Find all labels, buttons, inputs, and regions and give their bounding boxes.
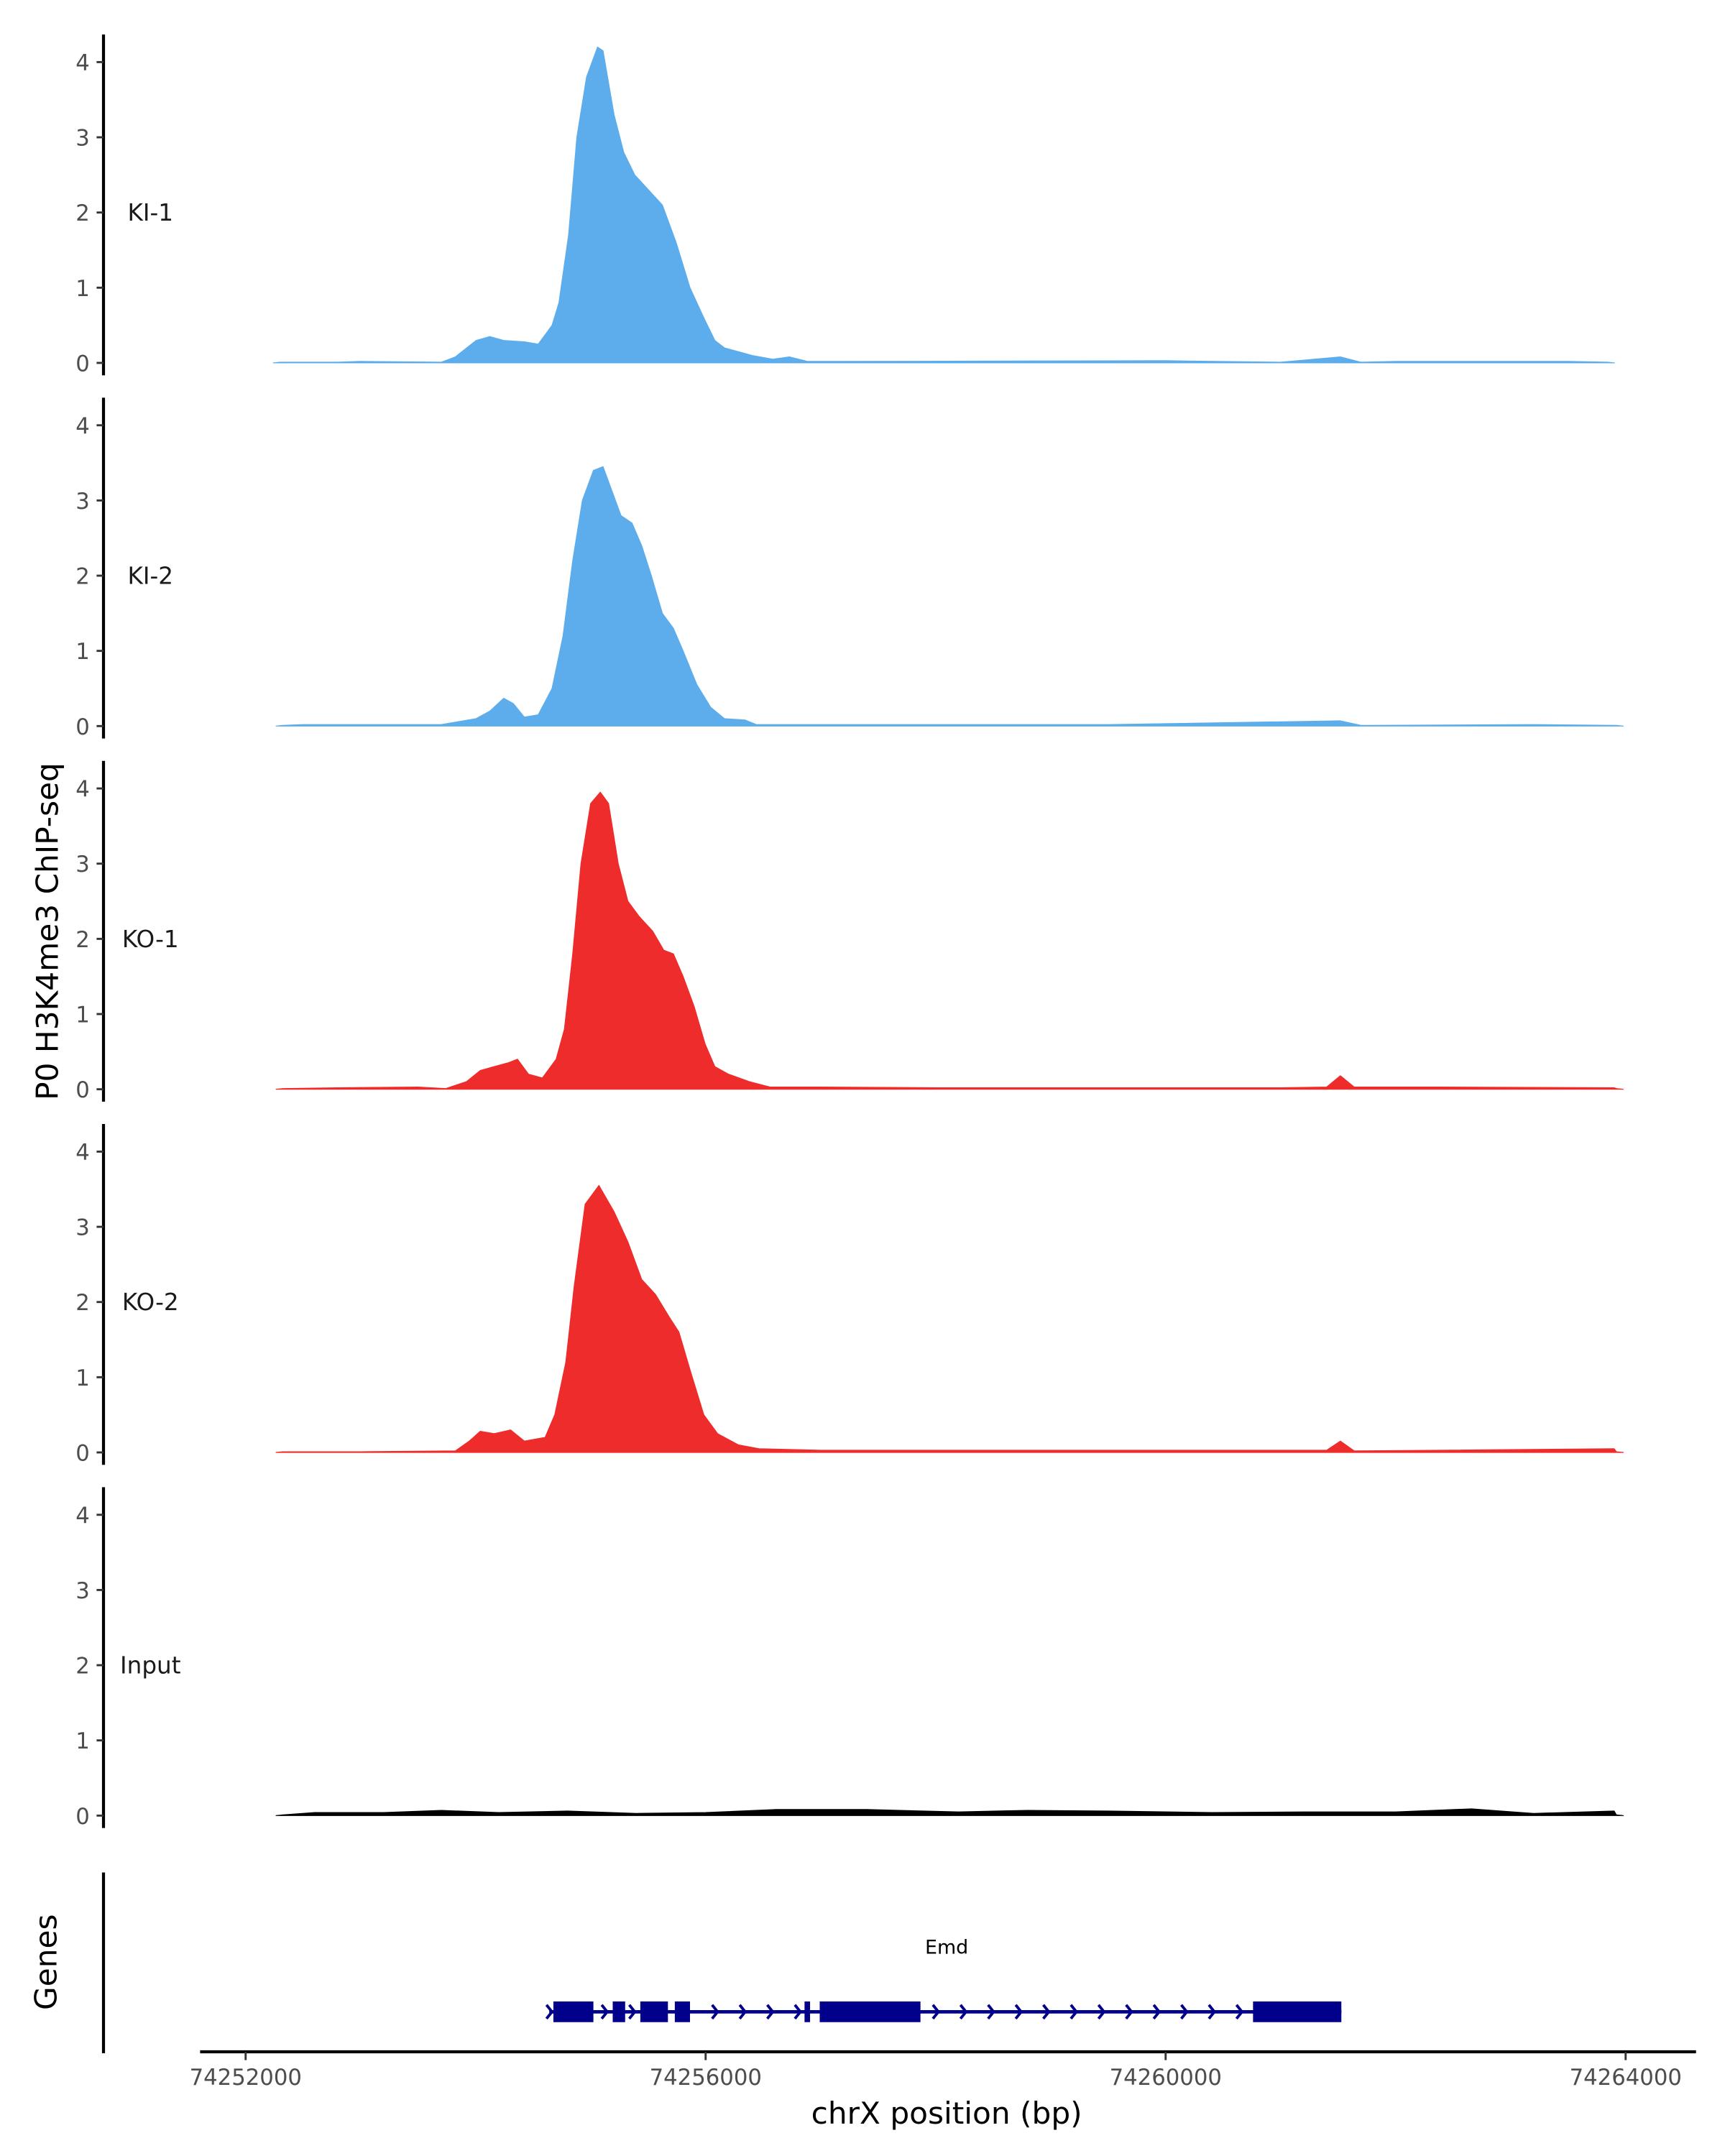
track-input: 0 1 2 3 4 Input	[75, 1487, 1624, 1830]
strand-arrow-icon	[738, 2004, 748, 2020]
gene-exon	[612, 2001, 625, 2022]
strand-arrow-icon	[628, 2004, 637, 2020]
y-tick-label: 4	[75, 1140, 90, 1166]
gene-exon	[819, 2001, 921, 2022]
y-tick-label: 1	[75, 1003, 90, 1028]
strand-arrow-icon	[959, 2004, 968, 2020]
coverage-area	[275, 1808, 1624, 1816]
track-ki-2: 0 1 2 3 4 KI-2	[75, 397, 1624, 740]
y-tick-label: 0	[75, 351, 90, 377]
y-tick-label: 4	[75, 777, 90, 803]
y-tick-label: 2	[75, 1290, 90, 1316]
x-tick-label: 74264000	[1570, 2065, 1682, 2091]
strand-arrow-icon	[1125, 2004, 1133, 2020]
y-tick-label: 1	[75, 1365, 90, 1391]
strand-arrow-icon	[1014, 2004, 1024, 2020]
y-tick-label: 2	[75, 201, 90, 226]
y-tick-label: 3	[75, 489, 90, 515]
strand-arrow-icon	[1208, 2004, 1217, 2020]
strand-arrow-icon	[932, 2004, 941, 2020]
y-tick-label: 0	[75, 1441, 90, 1467]
strand-arrow-icon	[987, 2004, 995, 2020]
track-label: KI-2	[128, 563, 174, 590]
y-tick-label: 2	[75, 564, 90, 590]
y-tick-label: 1	[75, 639, 90, 665]
y-tick-label: 1	[75, 276, 90, 302]
strand-arrow-icon	[1070, 2004, 1079, 2020]
track-label: KO-2	[122, 1289, 179, 1316]
strand-arrow-icon	[545, 2004, 554, 2020]
gene-emd: Emd	[545, 1937, 1342, 2022]
y-tick-label: 3	[75, 1578, 90, 1604]
y-tick-label: 2	[75, 1654, 90, 1680]
x-tick-label: 74256000	[650, 2065, 762, 2091]
strand-arrow-icon	[1097, 2004, 1106, 2020]
y-tick-label: 0	[75, 1077, 90, 1103]
track-label: KO-1	[122, 926, 179, 953]
y-tick-label: 2	[75, 927, 90, 953]
strand-arrow-icon	[1180, 2004, 1189, 2020]
gene-label: Emd	[925, 1937, 968, 1959]
y-tick-label: 4	[75, 1503, 90, 1529]
y-tick-label: 4	[75, 50, 90, 76]
x-tick-label: 74252000	[190, 2065, 302, 2091]
y-tick-label: 3	[75, 126, 90, 152]
genes-axis-title: Genes	[29, 1915, 64, 2010]
track-label: Input	[120, 1652, 181, 1680]
track-ko-1: 0 1 2 3 4 KO-1	[75, 760, 1624, 1103]
y-tick-label: 0	[75, 1804, 90, 1830]
x-tick-label: 74260000	[1110, 2065, 1222, 2091]
gene-exon	[804, 2001, 811, 2022]
strand-arrow-icon	[794, 2004, 803, 2020]
strand-arrow-icon	[711, 2004, 719, 2020]
strand-arrow-icon	[1042, 2004, 1051, 2020]
coverage-area	[275, 791, 1624, 1090]
y-axis-title: P0 H3K4me3 ChIP-seq	[30, 763, 65, 1100]
strand-arrow-icon	[1235, 2004, 1244, 2020]
y-tick-label: 3	[75, 852, 90, 877]
strand-arrow-icon	[600, 2004, 610, 2020]
gene-exon	[1253, 2001, 1342, 2022]
gene-exon	[640, 2001, 668, 2022]
gene-exon	[674, 2001, 690, 2022]
gene-exon	[553, 2001, 594, 2022]
track-ki-1: 0 1 2 3 4 KI-1	[75, 34, 1615, 377]
strand-arrow-icon	[766, 2004, 775, 2020]
y-tick-label: 3	[75, 1215, 90, 1241]
track-label: KI-1	[128, 199, 174, 226]
track-ko-2: 0 1 2 3 4 KO-2	[75, 1124, 1624, 1467]
coverage-area	[272, 46, 1615, 364]
y-tick-label: 0	[75, 714, 90, 740]
y-tick-label: 1	[75, 1728, 90, 1754]
x-axis-title: chrX position (bp)	[811, 2096, 1082, 2131]
coverage-area	[275, 1184, 1624, 1453]
y-tick-label: 4	[75, 413, 90, 439]
coverage-area	[275, 466, 1624, 727]
strand-arrow-icon	[1152, 2004, 1162, 2020]
